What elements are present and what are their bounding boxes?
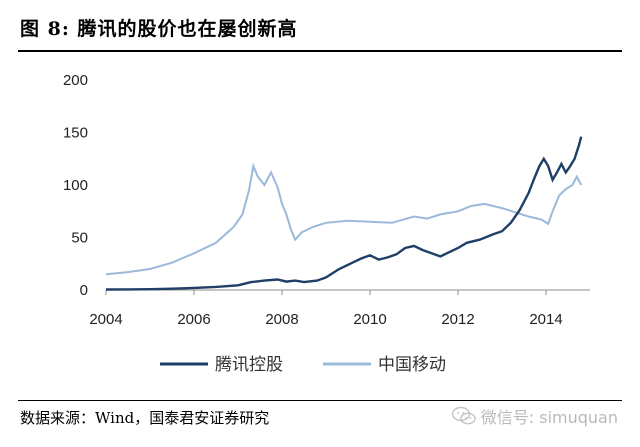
x-tick-label: 2014 — [529, 311, 562, 328]
x-tick-label: 2004 — [89, 311, 122, 328]
series-line-tencent — [105, 136, 583, 291]
x-tick-label: 2008 — [265, 311, 298, 328]
x-axis-ticks: 2004 2006 2008 2010 2012 2014 — [89, 290, 563, 328]
y-tick-label: 100 — [63, 177, 88, 194]
x-tick-label: 2006 — [177, 311, 210, 328]
legend-label-china-mobile: 中国移动 — [378, 355, 446, 375]
title-rule — [18, 50, 622, 52]
y-tick-label: 200 — [63, 72, 88, 89]
watermark-text: 微信号: simuquan — [480, 408, 618, 427]
footer-rule — [18, 400, 622, 401]
x-tick-label: 2012 — [441, 311, 474, 328]
y-axis-ticks: 0 50 100 150 200 — [63, 72, 88, 299]
wechat-icon — [451, 406, 476, 425]
figure-title: 图 8: 腾讯的股价也在屡创新高 — [20, 18, 298, 40]
legend: 腾讯控股 中国移动 — [160, 355, 446, 375]
series-line-china-mobile — [105, 162, 583, 276]
y-tick-label: 50 — [71, 230, 88, 247]
y-tick-label: 150 — [63, 125, 88, 142]
legend-label-tencent: 腾讯控股 — [215, 355, 283, 375]
x-tick-label: 2010 — [353, 311, 386, 328]
data-source-note: 数据来源：Wind，国泰君安证券研究 — [20, 409, 270, 427]
price-chart: 0 50 100 150 200 2004 2006 2008 2010 2012 2014 腾讯… — [63, 72, 590, 375]
y-tick-label: 0 — [80, 282, 88, 299]
wechat-watermark: 微信号: simuquan — [451, 404, 618, 428]
